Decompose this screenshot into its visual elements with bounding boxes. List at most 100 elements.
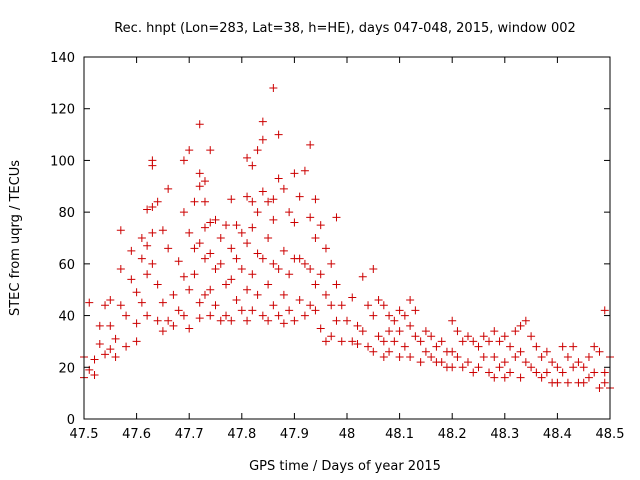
data-point xyxy=(206,285,215,294)
data-point xyxy=(463,332,472,341)
data-point xyxy=(490,352,499,361)
data-point xyxy=(200,290,209,299)
data-point xyxy=(463,358,472,367)
data-point xyxy=(316,221,325,230)
data-point xyxy=(143,241,152,250)
data-point xyxy=(453,327,462,336)
data-point xyxy=(406,352,415,361)
data-point xyxy=(458,363,467,372)
data-point xyxy=(558,342,567,351)
data-point xyxy=(137,298,146,307)
data-point xyxy=(595,383,604,392)
x-tick-label: 47.5 xyxy=(70,427,99,442)
data-point xyxy=(132,319,141,328)
data-point xyxy=(327,332,336,341)
data-point xyxy=(179,272,188,281)
data-point xyxy=(269,195,278,204)
data-point xyxy=(216,316,225,325)
data-point xyxy=(101,350,110,359)
data-point xyxy=(511,352,520,361)
data-point xyxy=(158,298,167,307)
data-point xyxy=(164,316,173,325)
data-point xyxy=(385,311,394,320)
data-point xyxy=(185,228,194,237)
data-point xyxy=(306,140,315,149)
data-point xyxy=(369,347,378,356)
data-point xyxy=(479,352,488,361)
data-point xyxy=(206,146,215,155)
data-point xyxy=(116,265,125,274)
data-point xyxy=(495,363,504,372)
data-point xyxy=(353,321,362,330)
data-point xyxy=(311,234,320,242)
data-point xyxy=(258,117,267,126)
data-point xyxy=(274,130,283,139)
data-point xyxy=(122,311,131,320)
data-point xyxy=(448,316,457,325)
data-point xyxy=(258,187,267,196)
data-point xyxy=(532,368,541,377)
data-point xyxy=(206,218,215,227)
data-point xyxy=(248,270,257,279)
data-point xyxy=(158,226,167,235)
data-point xyxy=(90,355,99,364)
data-point xyxy=(143,311,152,320)
data-point xyxy=(600,378,609,387)
y-tick-label: 40 xyxy=(58,310,75,325)
data-point xyxy=(243,153,252,162)
y-tick-label: 80 xyxy=(58,206,75,221)
data-point xyxy=(348,293,357,302)
data-point xyxy=(90,371,99,380)
data-point xyxy=(500,373,509,382)
data-point xyxy=(274,265,283,274)
data-point xyxy=(537,373,546,382)
data-point xyxy=(395,352,404,361)
y-tick-label: 100 xyxy=(50,154,75,169)
data-point xyxy=(269,259,278,268)
data-point xyxy=(253,249,262,258)
data-point xyxy=(227,275,236,284)
y-tick-label: 20 xyxy=(58,361,75,376)
y-tick-label: 120 xyxy=(50,103,75,118)
data-point xyxy=(448,363,457,372)
data-point xyxy=(469,368,478,377)
data-point xyxy=(337,301,346,310)
data-point xyxy=(232,254,241,263)
y-axis-label: STEC from uqrg / TECUs xyxy=(8,160,23,316)
data-point xyxy=(200,254,209,263)
data-point xyxy=(290,218,299,227)
data-point xyxy=(395,306,404,315)
x-tick-label: 48.3 xyxy=(490,427,519,442)
data-point xyxy=(222,280,231,289)
data-point xyxy=(584,373,593,382)
data-point xyxy=(343,316,351,325)
data-point xyxy=(185,146,194,155)
data-point xyxy=(279,246,288,255)
data-point xyxy=(164,184,173,193)
data-point xyxy=(316,324,325,333)
data-point xyxy=(569,342,578,351)
data-point xyxy=(237,265,246,274)
data-point xyxy=(295,254,304,263)
data-point xyxy=(264,197,273,206)
data-point xyxy=(500,358,509,367)
data-point xyxy=(290,169,299,178)
data-point xyxy=(421,347,430,356)
data-point xyxy=(506,342,515,351)
data-point xyxy=(332,213,341,222)
data-point xyxy=(427,332,436,341)
data-point xyxy=(111,352,120,361)
data-point xyxy=(579,378,588,387)
y-axis: 0 20 40 60 80 100 120 140 xyxy=(50,51,610,428)
data-point xyxy=(353,340,362,349)
data-point xyxy=(185,285,194,294)
data-point xyxy=(279,290,288,299)
x-tick-label: 48.2 xyxy=(438,427,467,442)
data-point xyxy=(411,306,420,315)
data-point xyxy=(337,337,346,346)
data-point xyxy=(190,244,199,253)
x-tick-label: 48.5 xyxy=(596,427,625,442)
data-point xyxy=(253,208,262,217)
data-point xyxy=(116,226,125,235)
